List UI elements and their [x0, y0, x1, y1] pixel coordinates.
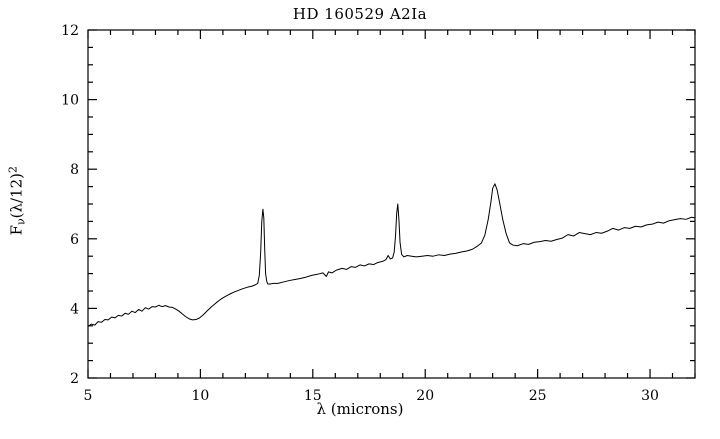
axes-frame [87, 29, 696, 379]
x-axis-label: λ (microns) [0, 400, 720, 418]
x-axis-label-symbol: λ [316, 400, 327, 418]
x-axis-ticks [87, 30, 696, 378]
x-tick-label: 30 [641, 388, 659, 404]
y-tick-label: 10 [61, 93, 79, 109]
y-axis-label-exponent: 2 [6, 166, 20, 173]
y-tick-label: 2 [70, 371, 79, 387]
y-axis-label-main: F [7, 224, 26, 236]
y-axis-tick-labels: 2 4 6 8 10 12 [61, 23, 79, 387]
y-tick-label: 4 [70, 301, 79, 317]
x-axis-tick-labels: 5 10 15 20 25 30 [84, 388, 659, 404]
x-axis-label-units: (microns) [330, 400, 404, 418]
x-tick-label: 15 [304, 388, 322, 404]
y-axis-label-subscript: ν [14, 218, 28, 225]
y-tick-label: 6 [70, 232, 79, 248]
page-title: HD 160529 A2Ia [292, 5, 428, 23]
y-axis-ticks [88, 29, 695, 379]
data-series-layer [87, 183, 696, 327]
y-tick-label: 8 [70, 162, 79, 178]
y-tick-label: 12 [61, 23, 79, 39]
x-tick-label: 25 [529, 388, 547, 404]
y-axis-label-rest: (λ/12) [7, 172, 26, 219]
spectrum-line [87, 183, 696, 327]
x-tick-label: 10 [191, 388, 209, 404]
x-tick-label: 20 [416, 388, 434, 404]
y-axis-label: Fν(λ/12)2 [6, 121, 27, 281]
x-tick-label: 5 [84, 388, 93, 404]
